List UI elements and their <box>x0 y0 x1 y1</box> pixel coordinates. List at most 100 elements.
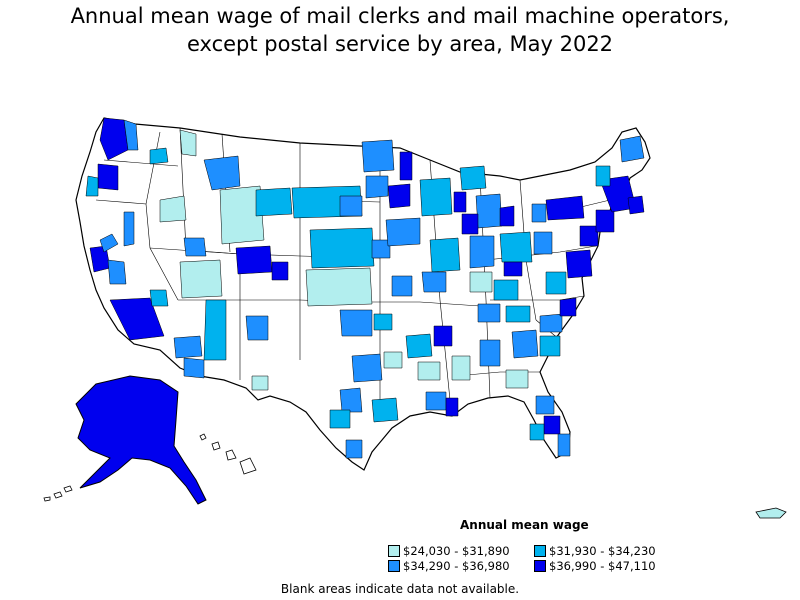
area-la-north <box>417 361 441 381</box>
area-alabama <box>479 339 501 367</box>
area-mi-north <box>459 165 487 191</box>
area-phoenix <box>203 299 227 361</box>
title-line-2: except postal service by area, May 2022 <box>186 32 614 56</box>
legend-item-tier4: $36,990 - $47,110 <box>534 559 656 573</box>
area-mn-north <box>361 139 395 173</box>
area-la <box>109 297 165 341</box>
area-dc-baltimore <box>565 249 593 279</box>
area-louisville <box>469 271 493 293</box>
area-nebraska <box>309 227 375 269</box>
area-ohio <box>499 231 533 263</box>
title-line-1: Annual mean wage of mail clerks and mail… <box>70 4 730 28</box>
legend-label-tier2: $31,930 - $34,230 <box>549 544 656 558</box>
area-new-orleans <box>445 397 459 417</box>
area-georgia-s <box>505 369 529 389</box>
hawaii-islands <box>199 433 257 475</box>
area-nashville <box>477 303 501 323</box>
area-tn-east <box>505 305 531 323</box>
area-ca-central <box>107 259 127 285</box>
area-mi-south <box>475 193 503 229</box>
area-olympia <box>123 119 139 151</box>
area-wa-east <box>149 147 169 165</box>
area-virginia <box>545 271 567 295</box>
area-mn-ne <box>399 151 413 181</box>
area-nevada-n <box>123 211 135 247</box>
no-data-note: Blank areas indicate data not available. <box>280 582 520 596</box>
alaska-outline <box>75 375 207 505</box>
area-jacksonville <box>535 395 555 415</box>
legend-title: Annual mean wage <box>460 518 589 532</box>
legend-label-tier3: $34,290 - $36,980 <box>403 559 510 573</box>
area-tx-south <box>345 439 363 459</box>
legend-label-tier4: $36,990 - $47,110 <box>549 559 656 573</box>
area-philadelphia <box>579 225 599 247</box>
area-vermont <box>595 165 611 187</box>
area-salt-lake <box>183 237 207 257</box>
area-iowa <box>385 217 421 247</box>
area-orlando <box>543 415 561 435</box>
legend-label-tier1: $24,030 - $31,890 <box>403 544 510 558</box>
area-sc <box>539 335 561 357</box>
area-nm-central <box>245 315 269 341</box>
area-pittsburgh <box>533 231 553 255</box>
area-mn-central <box>365 175 389 199</box>
area-illinois-c <box>429 237 461 273</box>
area-tx-north <box>383 351 403 369</box>
area-maine <box>619 135 645 163</box>
legend-swatch-tier3 <box>388 560 400 572</box>
area-dallas <box>351 353 383 383</box>
area-tampa <box>529 423 545 441</box>
map-title: Annual mean wage of mail clerks and mail… <box>0 2 800 58</box>
wage-areas <box>85 117 645 459</box>
area-buffalo <box>531 203 547 223</box>
legend-item-tier2: $31,930 - $34,230 <box>534 544 656 558</box>
area-kansas <box>305 267 373 307</box>
area-nm-south <box>251 375 269 391</box>
area-chicago <box>461 213 479 235</box>
area-az-west <box>173 335 203 359</box>
area-or-coast <box>85 175 99 197</box>
legend-swatch-tier4 <box>534 560 546 572</box>
area-san-antonio <box>329 409 351 429</box>
legend-swatch-tier1 <box>388 545 400 557</box>
area-kentucky <box>493 279 519 301</box>
area-mississippi <box>451 355 471 381</box>
area-minneapolis <box>387 183 411 209</box>
legend-item-tier1: $24,030 - $31,890 <box>388 544 510 558</box>
area-tulsa <box>373 313 393 331</box>
area-raleigh <box>559 297 577 317</box>
area-ca-inland <box>99 233 119 253</box>
area-atlanta <box>511 329 539 359</box>
puerto-rico <box>755 507 787 519</box>
area-nyc <box>595 209 615 233</box>
area-denver <box>235 245 273 275</box>
area-miami <box>557 433 571 457</box>
area-tucson <box>183 357 205 379</box>
area-idaho-south <box>159 195 187 223</box>
area-austin <box>339 387 363 413</box>
area-detroit <box>499 205 515 227</box>
area-st-louis <box>421 271 447 293</box>
area-portland <box>97 163 119 191</box>
area-las-vegas <box>149 289 169 307</box>
area-houston <box>371 397 399 423</box>
area-mt-east <box>255 187 293 217</box>
area-charlotte <box>539 313 563 333</box>
area-columbus <box>503 261 523 277</box>
area-upstate-ny <box>545 195 585 221</box>
area-utah-south <box>179 259 223 299</box>
area-wyoming <box>219 185 265 245</box>
area-omaha <box>371 239 391 259</box>
legend-swatch-tier2 <box>534 545 546 557</box>
legend-item-tier3: $34,290 - $36,980 <box>388 559 510 573</box>
area-colorado-springs <box>271 261 289 281</box>
area-kansas-city <box>391 275 413 297</box>
area-seattle <box>99 117 129 161</box>
area-mt-west <box>203 155 241 191</box>
area-memphis <box>433 325 453 347</box>
area-milwaukee <box>453 191 467 213</box>
area-sd-east <box>339 195 363 217</box>
aleutian-islands <box>43 485 73 502</box>
area-indiana <box>469 235 495 269</box>
